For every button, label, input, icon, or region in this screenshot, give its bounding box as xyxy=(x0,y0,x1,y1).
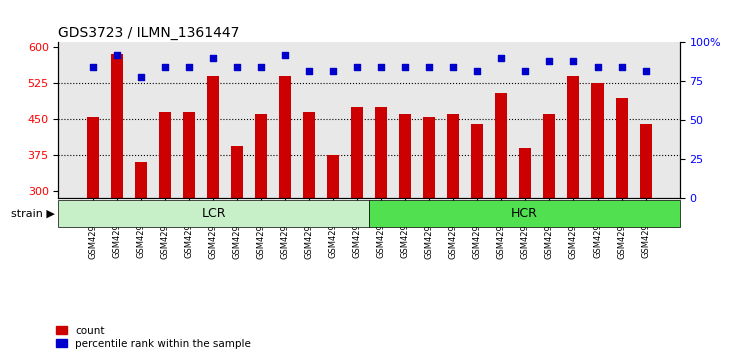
Point xyxy=(447,64,459,70)
Bar xyxy=(567,76,580,335)
Bar xyxy=(159,112,171,335)
Bar xyxy=(640,124,651,335)
Point xyxy=(231,64,243,70)
Point xyxy=(423,64,435,70)
Bar xyxy=(375,107,387,335)
Point xyxy=(544,58,556,64)
Bar xyxy=(543,114,556,335)
Bar xyxy=(231,145,243,335)
Point xyxy=(616,64,627,70)
Bar xyxy=(135,162,147,335)
Bar xyxy=(279,76,291,335)
Bar xyxy=(423,117,435,335)
Bar xyxy=(496,93,507,335)
Bar xyxy=(303,112,315,335)
Point xyxy=(567,58,579,64)
Point xyxy=(183,64,194,70)
Bar xyxy=(520,148,531,335)
Bar xyxy=(591,83,604,335)
Point xyxy=(640,68,651,73)
Point xyxy=(496,55,507,61)
Text: GDS3723 / ILMN_1361447: GDS3723 / ILMN_1361447 xyxy=(58,26,240,40)
Bar xyxy=(351,107,363,335)
Point xyxy=(327,68,339,73)
Point xyxy=(279,52,291,58)
Point xyxy=(399,64,411,70)
Point xyxy=(520,68,531,73)
Text: HCR: HCR xyxy=(511,207,538,220)
Point xyxy=(87,64,99,70)
Bar xyxy=(111,55,123,335)
Point xyxy=(375,64,387,70)
Point xyxy=(111,52,123,58)
Point xyxy=(303,68,315,73)
Point xyxy=(471,68,483,73)
Point xyxy=(591,64,603,70)
Bar xyxy=(207,76,219,335)
Text: LCR: LCR xyxy=(202,207,226,220)
Point xyxy=(159,64,171,70)
Bar xyxy=(616,98,627,335)
Bar xyxy=(255,114,267,335)
Bar xyxy=(447,114,459,335)
Point xyxy=(352,64,363,70)
Bar xyxy=(183,112,195,335)
Text: strain ▶: strain ▶ xyxy=(11,208,55,218)
Legend: count, percentile rank within the sample: count, percentile rank within the sample xyxy=(56,326,251,349)
Bar xyxy=(471,124,483,335)
Bar xyxy=(327,155,339,335)
Point xyxy=(207,55,219,61)
Point xyxy=(135,74,147,80)
Point xyxy=(255,64,267,70)
Bar xyxy=(87,117,99,335)
Bar xyxy=(399,114,412,335)
